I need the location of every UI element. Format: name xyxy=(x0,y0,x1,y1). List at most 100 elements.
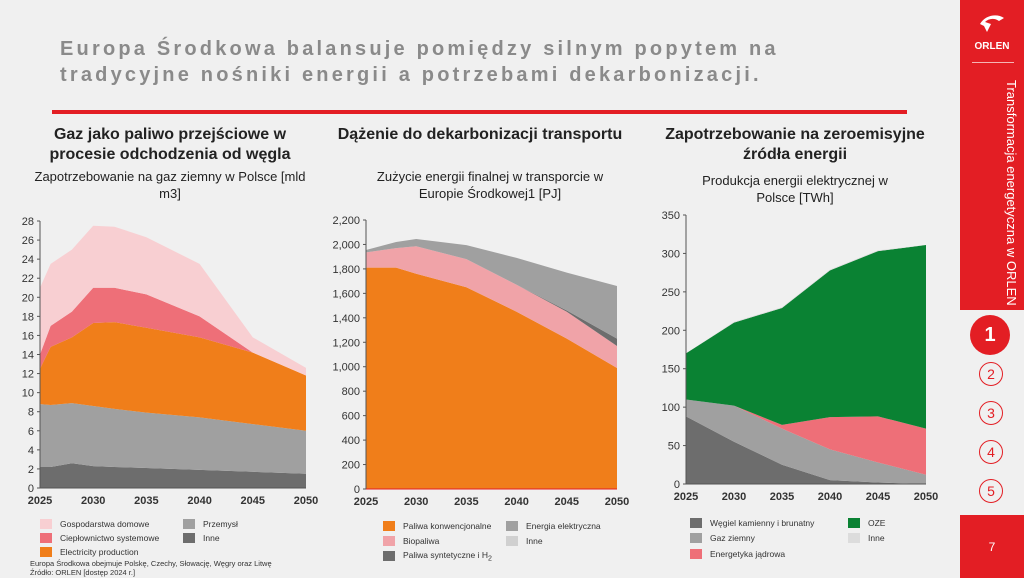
y-tick-label: 100 xyxy=(662,402,680,414)
area-oze xyxy=(686,244,926,429)
area-electricity-production xyxy=(40,322,306,431)
footnote-source: Źródło: ORLEN [dostęp 2024 r.] xyxy=(30,568,136,577)
legend-label: OZE xyxy=(868,518,886,528)
legend-item: Gospodarstwa domowe xyxy=(40,517,149,531)
legend-swatch xyxy=(383,521,395,531)
y-tick-label: 26 xyxy=(22,235,34,247)
area-inne xyxy=(40,463,306,488)
y-tick-label: 22 xyxy=(22,273,34,285)
legend-label: Węgiel kamienny i brunatny xyxy=(710,518,815,528)
legend-item: Inne xyxy=(506,534,543,548)
legend-item: Energia elektryczna xyxy=(506,519,601,533)
y-tick-label: 20 xyxy=(22,292,34,304)
legend-swatch xyxy=(690,533,702,543)
area-w-giel-kamienny-i-brunatny xyxy=(686,416,926,484)
panel-1-heading: Gaz jako paliwo przejściowe w procesie o… xyxy=(49,126,291,163)
step-1-button[interactable]: 1 xyxy=(970,315,1010,355)
y-tick-label: 350 xyxy=(662,210,680,222)
y-tick-label: 1,600 xyxy=(332,288,360,300)
legend-item: Ciepłownictwo systemowe xyxy=(40,531,159,545)
step-5-button[interactable]: 5 xyxy=(979,479,1003,503)
step-4-button[interactable]: 4 xyxy=(979,440,1003,464)
area-biopaliwa xyxy=(366,246,617,368)
title-line-2: tradycyjne nośniki energii a potrzebami … xyxy=(60,64,762,86)
y-tick-label: 600 xyxy=(342,411,360,423)
y-tick-label: 150 xyxy=(662,364,680,376)
title-line-1: Europa Środkowa balansuje pomiędzy silny… xyxy=(60,38,779,60)
x-tick-label: 2025 xyxy=(354,496,378,508)
legend-swatch xyxy=(506,521,518,531)
x-tick-label: 2045 xyxy=(555,496,579,508)
legend-swatch xyxy=(506,536,518,546)
legend-label: Energetyka jądrowa xyxy=(710,549,786,559)
footnote: Europa Środkowa obejmuje Polskę, Czechy,… xyxy=(30,559,272,577)
sidebar-panel: ORLEN Transformacja energetyczna w ORLEN xyxy=(960,0,1024,310)
legend-swatch xyxy=(40,533,52,543)
orlen-logo: ORLEN xyxy=(960,12,1024,52)
legend-item: Przemysł xyxy=(183,517,238,531)
panel-3-subtitle: Produkcja energii elektrycznej w Polsce … xyxy=(702,173,888,205)
legend-label: Przemysł xyxy=(203,519,238,529)
y-tick-label: 800 xyxy=(342,386,360,398)
area-energia-elektryczna xyxy=(366,238,617,339)
legend-swatch xyxy=(383,536,395,546)
legend-label: Inne xyxy=(868,533,885,543)
area-gospodarstwa-domowe xyxy=(40,225,306,376)
x-tick-label: 2040 xyxy=(818,491,842,503)
x-tick-label: 2030 xyxy=(81,495,105,507)
area-paliwa-konwencjonalne xyxy=(366,267,617,489)
y-tick-label: 2,200 xyxy=(332,215,360,227)
y-tick-label: 400 xyxy=(342,435,360,447)
footnote-scope: Europa Środkowa obejmuje Polskę, Czechy,… xyxy=(30,559,272,568)
x-tick-label: 2035 xyxy=(454,496,478,508)
legend-label: Gaz ziemny xyxy=(710,533,755,543)
legend-swatch xyxy=(183,533,195,543)
x-tick-label: 2045 xyxy=(241,495,265,507)
y-tick-label: 2 xyxy=(28,464,34,476)
x-tick-label: 2040 xyxy=(504,496,528,508)
legend-label: Inne xyxy=(203,533,220,543)
legend-swatch xyxy=(40,519,52,529)
legend-swatch xyxy=(690,549,702,559)
panel-1-subtitle: Zapotrzebowanie na gaz ziemny w Polsce [… xyxy=(34,169,306,201)
area-przemys- xyxy=(40,403,306,474)
x-tick-label: 2050 xyxy=(294,495,318,507)
x-tick-label: 2040 xyxy=(187,495,211,507)
legend-swatch xyxy=(40,547,52,557)
section-label: Transformacja energetyczna w ORLEN xyxy=(1004,80,1019,306)
page-number: 7 xyxy=(960,515,1024,578)
y-tick-label: 18 xyxy=(22,311,34,323)
legend-item: Inne xyxy=(848,531,885,545)
legend-item: Węgiel kamienny i brunatny xyxy=(690,516,814,530)
legend-label: Paliwa syntetyczne i H2 xyxy=(403,549,492,563)
x-tick-label: 2050 xyxy=(914,491,938,503)
legend-swatch xyxy=(383,551,395,561)
step-2-button[interactable]: 2 xyxy=(979,362,1003,386)
legend-label: Biopaliwa xyxy=(403,536,440,546)
y-tick-label: 300 xyxy=(662,248,680,260)
x-tick-label: 2030 xyxy=(404,496,428,508)
legend-item: Biopaliwa xyxy=(383,534,439,548)
eagle-icon xyxy=(980,15,1004,32)
y-tick-label: 1,000 xyxy=(332,362,360,374)
chart-2: 0 200 400 600 800 1,000 1,200 1,400 1,600 1,800 2,… xyxy=(332,215,629,508)
legend-swatch xyxy=(848,533,860,543)
step-3-button[interactable]: 3 xyxy=(979,401,1003,425)
y-tick-label: 28 xyxy=(22,216,34,228)
y-tick-label: 1,200 xyxy=(332,337,360,349)
panel-2-heading: Dążenie do dekarbonizacji transportu xyxy=(337,126,623,143)
legend-item: Electricity production xyxy=(40,545,138,559)
legend-item: Gaz ziemny xyxy=(690,531,755,545)
legend-swatch xyxy=(848,518,860,528)
legend-swatch xyxy=(183,519,195,529)
legend-label: Energia elektryczna xyxy=(526,521,601,531)
y-tick-label: 0 xyxy=(28,483,34,495)
y-tick-label: 1,800 xyxy=(332,264,360,276)
chart-3: 0 50 100 150 200 250 300 350 2025 2030 2035 2040 204… xyxy=(662,210,939,503)
legend-item: OZE xyxy=(848,516,885,530)
logo-text: ORLEN xyxy=(974,41,1010,52)
x-tick-label: 2045 xyxy=(866,491,890,503)
sidebar-divider xyxy=(972,62,1014,63)
